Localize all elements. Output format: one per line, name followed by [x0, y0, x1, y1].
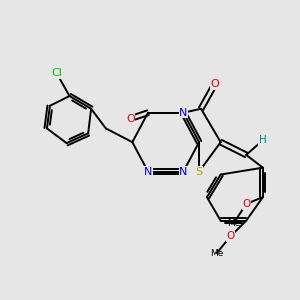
- Text: Cl: Cl: [51, 68, 62, 78]
- Text: N: N: [144, 167, 152, 177]
- Text: O: O: [126, 114, 135, 124]
- Text: H: H: [259, 135, 267, 145]
- Text: S: S: [196, 167, 202, 177]
- Text: O: O: [226, 231, 235, 242]
- Text: N: N: [179, 108, 188, 118]
- Text: O: O: [242, 199, 250, 209]
- Text: O: O: [210, 79, 219, 89]
- Text: Me: Me: [210, 249, 224, 258]
- Text: N: N: [179, 167, 188, 177]
- Text: Me: Me: [227, 219, 240, 228]
